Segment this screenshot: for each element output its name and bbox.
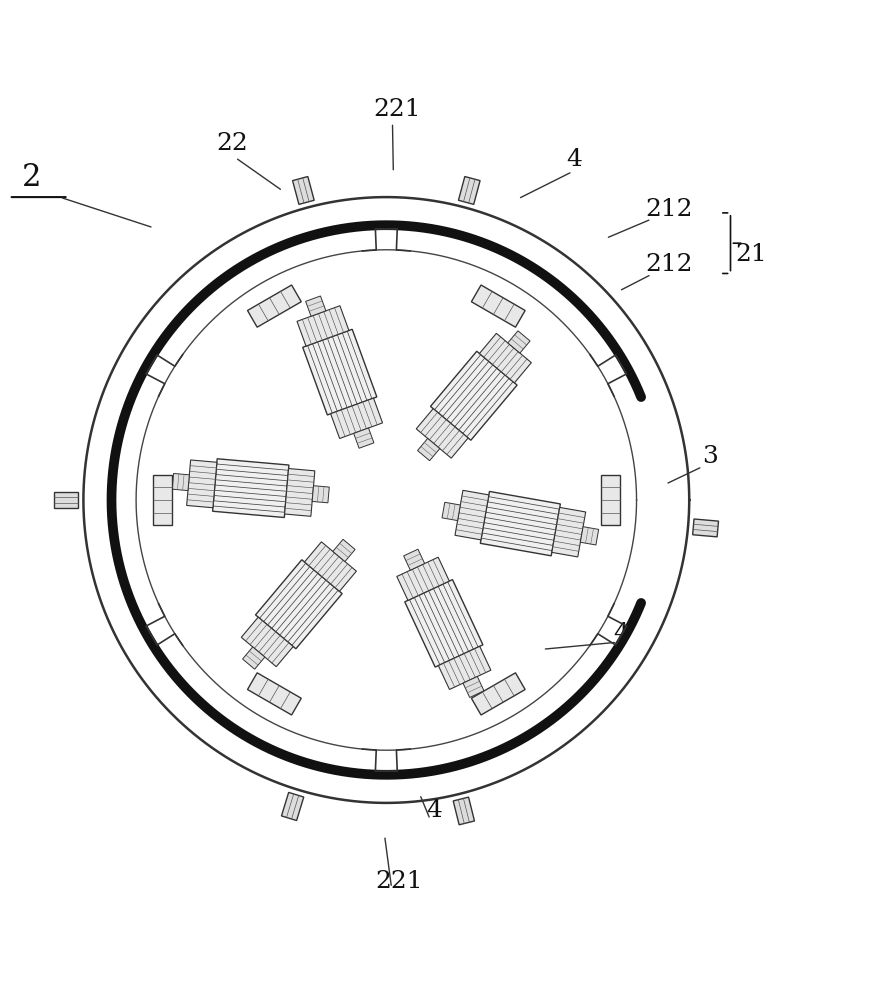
Polygon shape [353, 428, 374, 448]
Polygon shape [331, 398, 382, 439]
Polygon shape [438, 646, 490, 689]
Polygon shape [396, 557, 449, 600]
Polygon shape [471, 285, 524, 327]
Text: 4: 4 [566, 148, 581, 171]
Polygon shape [255, 560, 342, 649]
Polygon shape [187, 460, 217, 508]
Polygon shape [305, 296, 325, 316]
Text: 221: 221 [375, 870, 423, 893]
Text: 212: 212 [645, 253, 692, 276]
Polygon shape [600, 475, 619, 525]
Polygon shape [282, 792, 303, 821]
Polygon shape [153, 475, 172, 525]
Polygon shape [404, 580, 482, 667]
Polygon shape [53, 492, 78, 508]
Polygon shape [580, 527, 598, 545]
Polygon shape [247, 673, 301, 715]
Text: 21: 21 [735, 243, 766, 266]
Polygon shape [479, 333, 531, 383]
Polygon shape [403, 549, 424, 570]
Polygon shape [507, 331, 530, 353]
Polygon shape [247, 285, 301, 327]
Polygon shape [417, 438, 439, 461]
Polygon shape [172, 473, 189, 491]
Polygon shape [242, 647, 265, 669]
Text: 4: 4 [425, 799, 441, 822]
Polygon shape [332, 539, 354, 562]
Polygon shape [212, 459, 289, 518]
Text: 212: 212 [645, 198, 692, 221]
Polygon shape [552, 507, 585, 557]
Polygon shape [303, 329, 376, 415]
Polygon shape [471, 673, 524, 715]
Polygon shape [241, 617, 293, 667]
Polygon shape [312, 486, 329, 503]
Polygon shape [416, 409, 467, 458]
Text: 2: 2 [22, 162, 41, 193]
Polygon shape [284, 469, 315, 516]
Polygon shape [462, 676, 483, 697]
Polygon shape [304, 542, 356, 591]
Text: 221: 221 [373, 98, 420, 121]
Text: 4: 4 [612, 622, 628, 645]
Polygon shape [296, 306, 348, 346]
Polygon shape [480, 491, 560, 556]
Polygon shape [441, 502, 460, 521]
Text: 22: 22 [216, 132, 247, 155]
Polygon shape [458, 177, 480, 204]
Polygon shape [453, 797, 474, 825]
Polygon shape [454, 490, 488, 540]
Polygon shape [430, 351, 517, 440]
Polygon shape [292, 177, 314, 204]
Text: 3: 3 [702, 445, 717, 468]
Polygon shape [692, 519, 717, 537]
